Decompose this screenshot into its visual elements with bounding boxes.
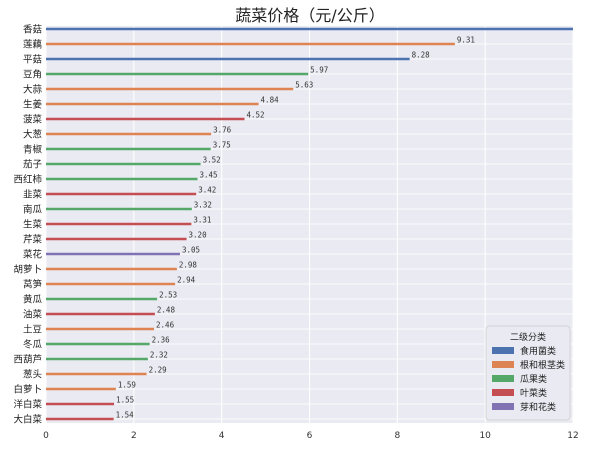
legend-title: 二级分类 bbox=[510, 331, 546, 343]
category-label: 豆角 bbox=[23, 69, 42, 81]
category-label: 芹菜 bbox=[23, 234, 43, 246]
value-label: 1.54 bbox=[116, 411, 135, 420]
value-label: 2.46 bbox=[156, 321, 175, 330]
category-label: 大葱 bbox=[23, 129, 42, 141]
category-label: 韭菜 bbox=[23, 189, 43, 201]
value-label: 3.32 bbox=[194, 201, 212, 210]
category-label: 洋白菜 bbox=[13, 399, 42, 411]
value-label: 3.31 bbox=[193, 216, 211, 225]
category-label: 油菜 bbox=[23, 309, 43, 321]
legend-label: 瓜果类 bbox=[520, 373, 547, 385]
chart-title: 蔬菜价格（元/公斤） bbox=[235, 6, 384, 25]
value-label: 3.52 bbox=[203, 156, 221, 165]
legend-swatch bbox=[492, 403, 514, 410]
x-tick-labels: 0 2 4 6 8 10 12 bbox=[43, 431, 579, 441]
category-label: 白萝卜 bbox=[13, 384, 42, 396]
value-label: 2.53 bbox=[159, 291, 177, 300]
value-label: 2.48 bbox=[157, 306, 176, 315]
category-label: 莲藕 bbox=[23, 39, 43, 51]
legend-swatch bbox=[492, 375, 514, 382]
category-label: 土豆 bbox=[23, 324, 42, 336]
category-label: 胡萝卜 bbox=[13, 264, 42, 276]
category-label: 黄瓜 bbox=[23, 294, 43, 306]
category-label: 大白菜 bbox=[13, 414, 42, 426]
category-label: 茄子 bbox=[23, 159, 43, 171]
x-tick-label: 8 bbox=[394, 431, 400, 441]
x-tick-label: 10 bbox=[479, 431, 491, 441]
category-label: 西红柿 bbox=[13, 174, 42, 186]
category-label: 西葫芦 bbox=[13, 354, 42, 366]
value-label: 2.98 bbox=[179, 261, 198, 270]
value-label: 3.45 bbox=[200, 171, 218, 180]
x-tick-label: 12 bbox=[567, 431, 578, 441]
value-label: 5.63 bbox=[295, 81, 313, 90]
value-label: 8.28 bbox=[412, 51, 431, 60]
category-label: 菠菜 bbox=[23, 114, 43, 126]
value-label: 1.59 bbox=[118, 381, 136, 390]
category-label: 青椒 bbox=[23, 144, 43, 156]
category-label: 冬瓜 bbox=[23, 339, 43, 351]
value-label: 2.36 bbox=[152, 336, 171, 345]
value-label: 9.31 bbox=[457, 36, 475, 45]
value-label: 3.42 bbox=[198, 186, 216, 195]
value-label: 4.52 bbox=[247, 111, 265, 120]
category-label: 平菇 bbox=[23, 54, 42, 66]
category-label: 生菜 bbox=[23, 219, 43, 231]
bars bbox=[46, 27, 573, 421]
x-tick-label: 6 bbox=[307, 431, 313, 441]
legend-swatch bbox=[492, 389, 514, 396]
value-label: 3.75 bbox=[213, 141, 231, 150]
value-label: 2.32 bbox=[150, 351, 168, 360]
category-label: 葱头 bbox=[23, 369, 42, 381]
legend-label: 芽和花类 bbox=[520, 401, 556, 413]
x-tick-label: 0 bbox=[43, 431, 49, 441]
category-label: 莴笋 bbox=[23, 279, 43, 291]
value-label: 2.29 bbox=[149, 366, 167, 375]
value-label: 2.94 bbox=[177, 276, 196, 285]
x-tick-label: 2 bbox=[131, 431, 137, 441]
category-label: 香菇 bbox=[23, 24, 42, 36]
value-label: 1.55 bbox=[116, 396, 134, 405]
value-label: 3.20 bbox=[189, 231, 208, 240]
legend-label: 食用菌类 bbox=[520, 345, 556, 357]
category-label: 大蒜 bbox=[23, 84, 43, 96]
value-label: 3.05 bbox=[182, 246, 200, 255]
value-labels: 9.31 8.28 5.97 5.63 4.84 4.52 3.76 3.75 3.52 3.45… bbox=[116, 36, 475, 420]
value-label: 5.97 bbox=[310, 66, 328, 75]
category-label: 菜花 bbox=[23, 249, 43, 261]
value-label: 3.76 bbox=[213, 126, 232, 135]
value-label: 4.84 bbox=[261, 96, 280, 105]
legend-swatch bbox=[492, 361, 514, 368]
category-labels: 香菇莲藕平菇豆角大蒜生姜菠菜大葱青椒茄子西红柿韭菜南瓜生菜芹菜菜花胡萝卜莴笋黄瓜… bbox=[13, 24, 42, 426]
legend-label: 根和根茎类 bbox=[520, 359, 565, 371]
category-label: 生姜 bbox=[23, 99, 43, 111]
x-tick-label: 4 bbox=[219, 431, 225, 441]
category-label: 南瓜 bbox=[23, 204, 43, 216]
legend-label: 叶菜类 bbox=[520, 387, 547, 399]
legend-swatch bbox=[492, 347, 514, 354]
